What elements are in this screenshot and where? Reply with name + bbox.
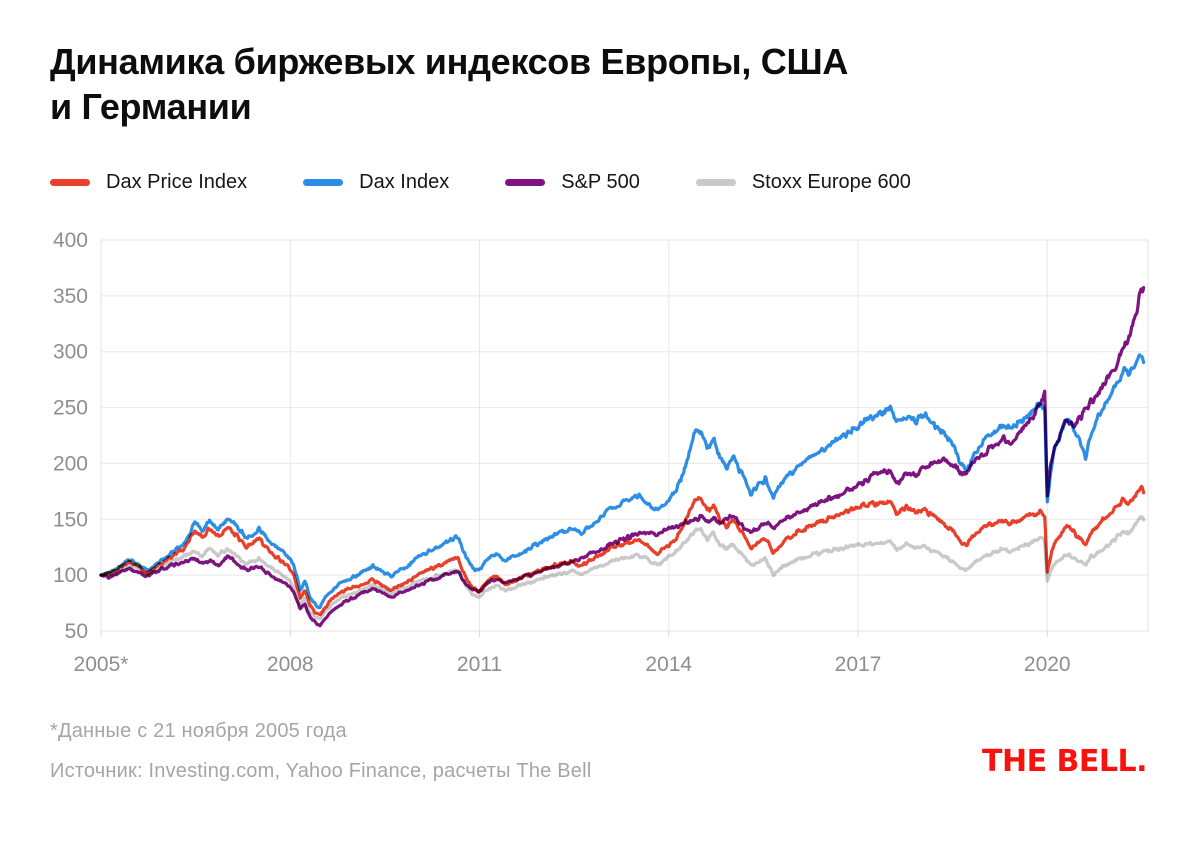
legend-swatch-blue [303, 179, 344, 186]
plot-border [100, 239, 1149, 632]
source-footnote: Источник: Investing.com, Yahoo Finance, … [50, 760, 592, 782]
x-axis-tick-label: 2020 [1024, 653, 1071, 676]
legend-label: Dax Index [359, 171, 450, 193]
y-axis-tick-label: 350 [53, 285, 88, 308]
chart-legend: Dax Price Index Dax Index S&P 500 Stoxx … [50, 171, 911, 194]
x-axis-tick-label: 2008 [267, 653, 314, 676]
y-axis-tick-label: 100 [53, 564, 88, 587]
x-axis-tick-label: 2005* [74, 653, 129, 676]
legend-swatch-gray [695, 179, 736, 186]
x-axis-tick-label: 2014 [645, 653, 692, 676]
legend-item-dax-price-index: Dax Price Index [50, 171, 247, 194]
line-chart: 50 100 150 200 250 300 350 400 2005* 2008 2011 2014… [53, 229, 1149, 676]
page-title-line-1: Динамика биржевых индексов Европы, США [50, 41, 849, 82]
legend-label: Dax Price Index [106, 171, 248, 193]
page-title: Динамика биржевых индексов Европы, США и… [50, 40, 1110, 129]
page-title-line-2: и Германии [50, 85, 252, 127]
the-bell-logo: THE BELL. [982, 744, 1148, 779]
data-start-footnote: *Данные с 21 ноября 2005 года [50, 720, 347, 742]
x-axis-tick-label: 2011 [457, 653, 502, 676]
series-line-dax-price-index [99, 484, 1146, 617]
legend-label: S&P 500 [561, 171, 640, 193]
legend-item-dax-index: Dax Index [303, 171, 449, 194]
series-line-stoxx-europe-600 [99, 515, 1146, 621]
legend-label: Stoxx Europe 600 [751, 171, 911, 193]
legend-item-sp500: S&P 500 [505, 171, 640, 194]
legend-swatch-purple [505, 179, 546, 186]
y-axis-tick-label: 300 [53, 341, 88, 364]
x-axis-tick-label: 2017 [835, 653, 882, 676]
y-axis-tick-label: 400 [53, 229, 88, 252]
legend-item-stoxx-europe-600: Stoxx Europe 600 [695, 171, 911, 194]
y-axis-tick-label: 50 [65, 620, 88, 643]
y-axis-tick-label: 150 [53, 508, 88, 531]
legend-swatch-red [50, 179, 90, 186]
series-line-dax-index [99, 353, 1146, 610]
y-axis-tick-label: 250 [53, 397, 88, 420]
y-axis-tick-label: 200 [53, 452, 88, 475]
